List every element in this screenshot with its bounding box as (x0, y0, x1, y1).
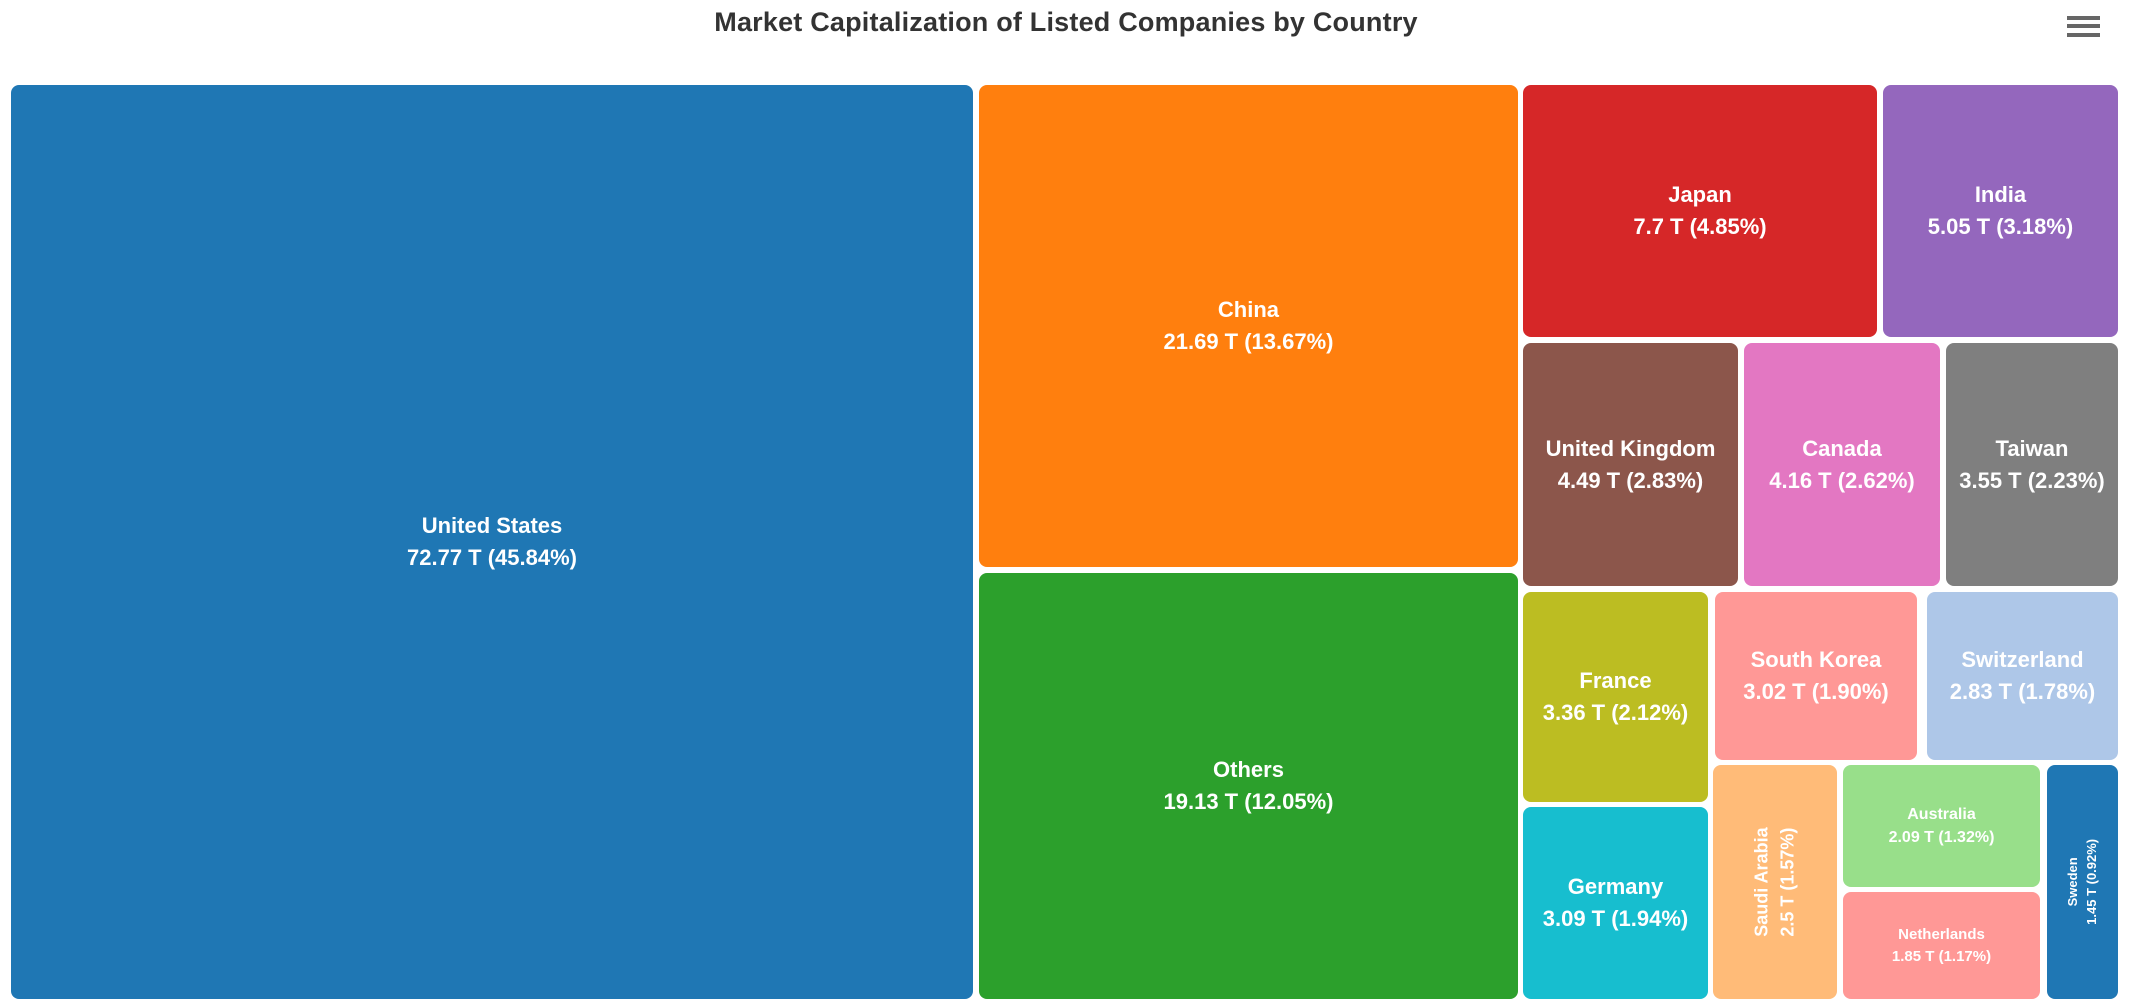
treemap-tile-south-korea[interactable]: South Korea 3.02 T (1.90%) (1715, 592, 1917, 760)
tile-country-label: Japan (1668, 182, 1732, 208)
tile-value-label: 2.09 T (1.32%) (1888, 829, 1995, 846)
tile-label: China 21.69 T (13.67%) (1164, 294, 1334, 358)
hamburger-menu-icon (2067, 15, 2100, 37)
tile-value-label: 19.13 T (12.05%) (1163, 789, 1334, 814)
tile-label: Saudi Arabia 2.5 T (1.57%) (1749, 827, 1801, 936)
tile-country-label: Netherlands (1898, 925, 1985, 943)
tile-value-label: 3.02 T (1.90%) (1743, 679, 1889, 704)
tile-label: France 3.36 T (2.12%) (1543, 665, 1689, 729)
tile-label: Taiwan 3.55 T (2.23%) (1959, 433, 2105, 497)
treemap-tile-china[interactable]: China 21.69 T (13.67%) (979, 85, 1518, 567)
treemap-tile-sweden[interactable]: Sweden 1.45 T (0.92%) (2047, 765, 2118, 999)
tile-country-label: Sweden (2064, 857, 2080, 907)
tile-label: Switzerland 2.83 T (1.78%) (1950, 644, 2096, 708)
tile-country-label: South Korea (1750, 647, 1882, 673)
tile-label: Germany 3.09 T (1.94%) (1543, 871, 1689, 935)
tile-country-label: China (1217, 297, 1280, 323)
tile-label: Canada 4.16 T (2.62%) (1769, 433, 1915, 497)
tile-label: South Korea 3.02 T (1.90%) (1743, 644, 1889, 708)
tile-country-label: Australia (1907, 805, 1976, 823)
tile-value-label: 3.09 T (1.94%) (1542, 906, 1689, 931)
tile-label: United Kingdom 4.49 T (2.83%) (1546, 433, 1716, 497)
treemap-tile-united-kingdom[interactable]: United Kingdom 4.49 T (2.83%) (1523, 343, 1738, 586)
treemap-tile-united-states[interactable]: United States 72.77 T (45.84%) (11, 85, 973, 999)
tile-label: Australia 2.09 T (1.32%) (1889, 803, 1995, 849)
tile-value-label: 3.36 T (2.12%) (1542, 700, 1689, 725)
tile-country-label: United Kingdom (1545, 435, 1716, 461)
treemap-tile-switzerland[interactable]: Switzerland 2.83 T (1.78%) (1927, 592, 2118, 760)
treemap-tile-saudi-arabia[interactable]: Saudi Arabia 2.5 T (1.57%) (1713, 765, 1837, 999)
treemap-tile-taiwan[interactable]: Taiwan 3.55 T (2.23%) (1946, 343, 2118, 586)
tile-label: Japan 7.7 T (4.85%) (1633, 179, 1766, 243)
tile-country-label: Taiwan (1995, 435, 2069, 461)
tile-label: Others 19.13 T (12.05%) (1164, 754, 1334, 818)
chart-context-menu-button[interactable] (2062, 8, 2106, 44)
treemap-tile-netherlands[interactable]: Netherlands 1.85 T (1.17%) (1843, 892, 2040, 999)
tile-country-label: France (1579, 668, 1652, 694)
tile-country-label: Others (1213, 757, 1284, 783)
tile-value-label: 21.69 T (13.67%) (1163, 329, 1334, 354)
tile-value-label: 4.16 T (2.62%) (1769, 467, 1915, 493)
tile-label: India 5.05 T (3.18%) (1928, 179, 2074, 243)
tile-country-label: United States (421, 513, 563, 539)
tile-country-label: Saudi Arabia (1751, 827, 1772, 937)
tile-value-label: 7.7 T (4.85%) (1633, 214, 1767, 239)
tile-country-label: Canada (1802, 435, 1882, 461)
treemap-tile-germany[interactable]: Germany 3.09 T (1.94%) (1523, 807, 1708, 999)
tile-label: Netherlands 1.85 T (1.17%) (1892, 924, 1991, 968)
treemap-tile-canada[interactable]: Canada 4.16 T (2.62%) (1744, 343, 1940, 586)
treemap-tile-others[interactable]: Others 19.13 T (12.05%) (979, 573, 1518, 999)
tile-value-label: 4.49 T (2.83%) (1557, 467, 1704, 493)
tile-value-label: 72.77 T (45.84%) (407, 545, 577, 570)
tile-country-label: India (1974, 182, 2027, 208)
tile-label: Sweden 1.45 T (0.92%) (2064, 839, 2102, 925)
treemap-tile-france[interactable]: France 3.36 T (2.12%) (1523, 592, 1708, 802)
tile-value-label: 1.45 T (0.92%) (2083, 839, 2099, 925)
tile-value-label: 1.85 T (1.17%) (1891, 947, 1992, 965)
tile-country-label: Germany (1567, 874, 1664, 900)
tile-value-label: 3.55 T (2.23%) (1959, 467, 2105, 493)
chart-title: Market Capitalization of Listed Companie… (714, 7, 1418, 37)
treemap-tile-japan[interactable]: Japan 7.7 T (4.85%) (1523, 85, 1877, 337)
tile-value-label: 5.05 T (3.18%) (1927, 214, 2074, 239)
tile-value-label: 2.5 T (1.57%) (1778, 827, 1798, 937)
treemap-tile-india[interactable]: India 5.05 T (3.18%) (1883, 85, 2118, 337)
tile-label: United States 72.77 T (45.84%) (407, 510, 577, 574)
treemap-tile-australia[interactable]: Australia 2.09 T (1.32%) (1843, 765, 2040, 887)
tile-value-label: 2.83 T (1.78%) (1949, 679, 2096, 704)
tile-country-label: Switzerland (1961, 647, 2084, 673)
